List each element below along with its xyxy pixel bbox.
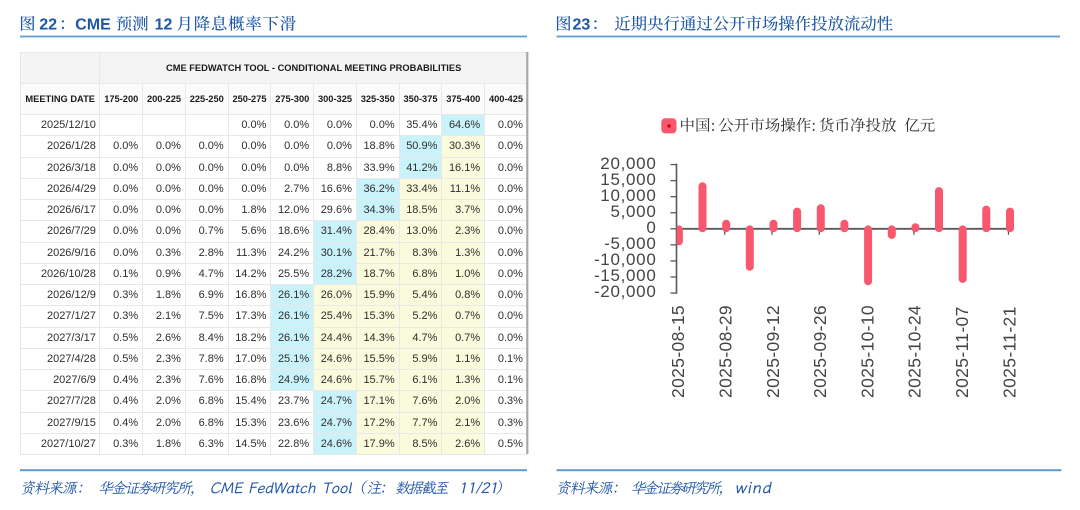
svg-text:10,000: 10,000 xyxy=(600,186,656,205)
svg-text:2025-11-07: 2025-11-07 xyxy=(952,306,972,398)
svg-text:0: 0 xyxy=(646,218,656,237)
svg-text:2025-08-29: 2025-08-29 xyxy=(716,305,736,398)
svg-text:20,000: 20,000 xyxy=(600,154,656,173)
svg-text:-10,000: -10,000 xyxy=(594,250,657,269)
svg-text:2025-09-26: 2025-09-26 xyxy=(810,305,830,398)
svg-text:-5,000: -5,000 xyxy=(604,234,656,253)
svg-text:-15,000: -15,000 xyxy=(594,266,657,285)
svg-text:-20,000: -20,000 xyxy=(594,282,657,301)
svg-text:2025-10-24: 2025-10-24 xyxy=(905,305,925,398)
svg-text:2025-08-15: 2025-08-15 xyxy=(668,305,688,398)
svg-text:5,000: 5,000 xyxy=(610,202,656,221)
svg-text:2025-10-10: 2025-10-10 xyxy=(857,305,877,398)
svg-text:15,000: 15,000 xyxy=(600,170,656,189)
svg-text:2025-09-12: 2025-09-12 xyxy=(763,305,783,398)
svg-text:2025-11-21: 2025-11-21 xyxy=(999,306,1019,398)
